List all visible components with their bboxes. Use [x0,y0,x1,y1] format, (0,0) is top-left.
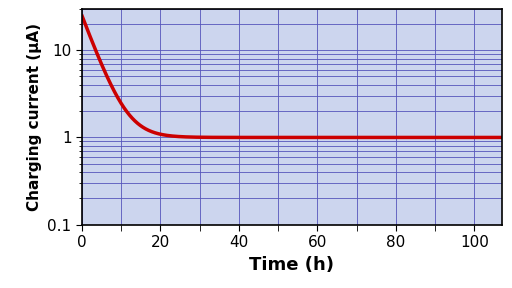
X-axis label: Time (h): Time (h) [249,256,334,274]
Y-axis label: Charging current (μA): Charging current (μA) [27,23,42,211]
